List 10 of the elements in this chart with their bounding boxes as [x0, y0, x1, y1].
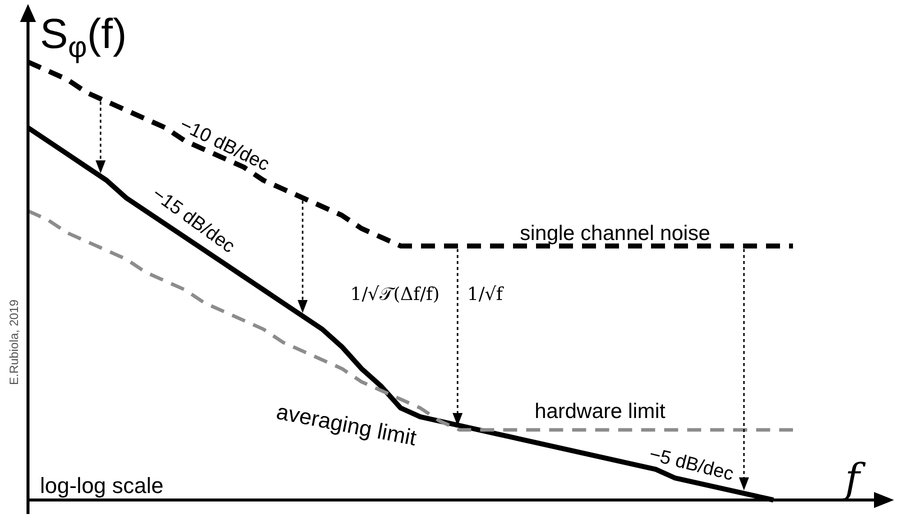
x-axis-title: f [842, 456, 866, 502]
annotation: 1/√f [467, 284, 504, 305]
annotation: averaging limit [274, 398, 418, 450]
annotation: E.Rubiola, 2019 [7, 299, 21, 385]
y-axis-title: S$_{φ}$(f) [40, 10, 127, 64]
annotation: 1/√𝒯(Δf/f) [350, 284, 440, 305]
annotation: −5 dB/dec [647, 444, 736, 486]
annotation: log-log scale [40, 473, 164, 498]
annotation: hardware limit [534, 400, 666, 423]
annotation: single channel noise [520, 222, 710, 245]
